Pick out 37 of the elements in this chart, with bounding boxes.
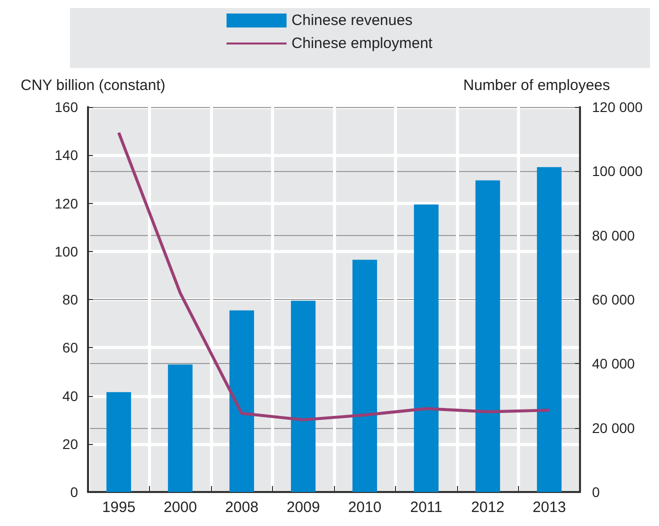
y2-tick-label: 120 000 [592,99,643,115]
x-tick-label: 2010 [348,499,382,516]
bar [414,204,439,492]
y2-tick-label: 20 000 [592,420,636,436]
y2-axis-title: Number of employees [463,77,610,94]
y-tick-label: 0 [70,484,78,500]
x-tick-label: 2009 [286,499,320,516]
bar [168,364,193,492]
bar [106,392,132,492]
x-tick-label: 2000 [164,499,197,516]
bar [475,180,500,492]
line-series [117,131,551,422]
x-tick-label: 1995 [102,499,136,516]
x-tick-label: 2008 [225,499,258,516]
y2-tick-label: 80 000 [592,227,636,244]
legend-label: Chinese employment [292,35,434,52]
y2-tick-label: 60 000 [592,292,636,308]
bar [352,260,378,492]
y-tick-label: 120 [54,195,78,212]
legend-label: Chinese revenues [292,12,412,29]
y-tick-label: 60 [62,340,78,356]
y-tick-label: 40 [62,388,78,404]
x-tick-label: 2011 [410,499,442,516]
y-tick-label: 160 [54,99,78,115]
y2-tick-label: 0 [592,484,600,500]
y2-tick-label: 100 000 [592,163,643,180]
y2-tick-label: 40 000 [592,356,636,372]
bar [536,167,562,492]
x-tick-label: 2012 [471,499,504,516]
y-tick-label: 80 [62,292,78,308]
bar [229,310,254,492]
y-axis-title: CNY billion (constant) [20,77,166,94]
y-tick-label: 100 [54,243,78,260]
y-tick-label: 20 [62,436,78,452]
y-tick-label: 140 [54,147,78,164]
x-tick-label: 2013 [532,499,566,516]
bar [290,300,316,492]
